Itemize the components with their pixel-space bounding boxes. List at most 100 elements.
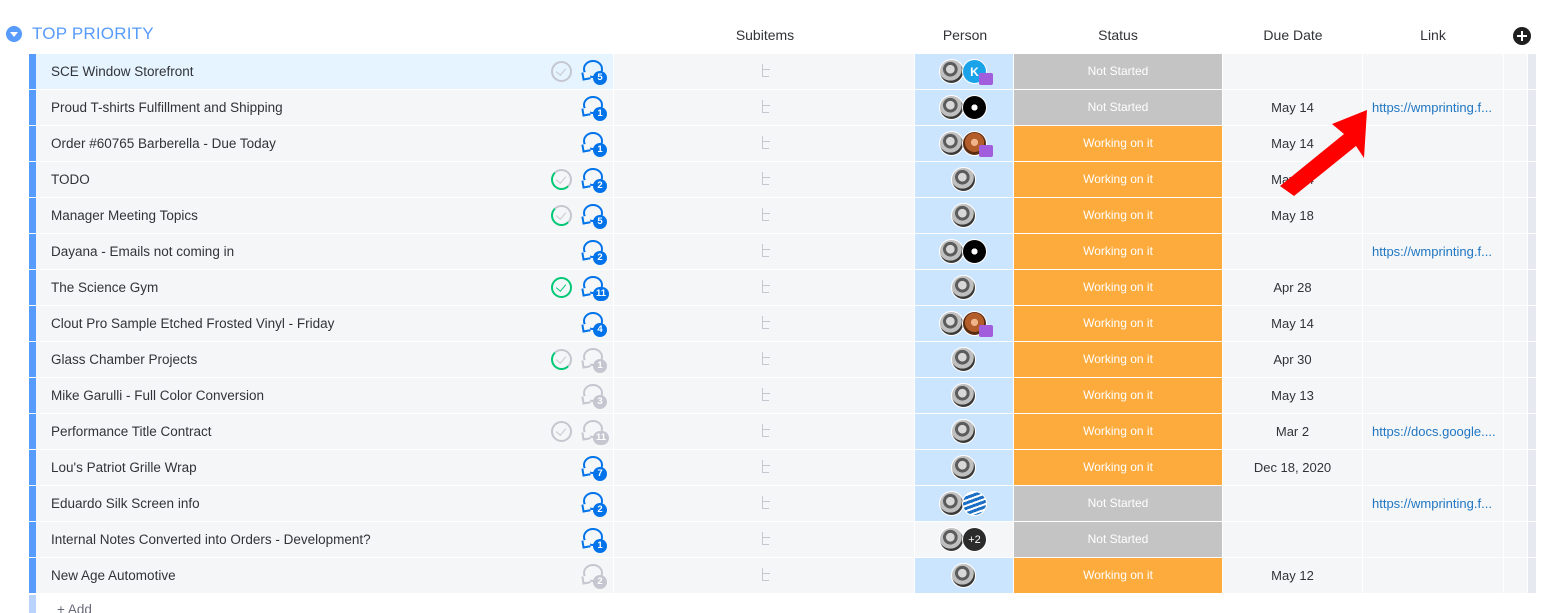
avatar[interactable]: K (962, 59, 987, 84)
subitems-cell[interactable] (614, 54, 914, 89)
item-name[interactable]: Clout Pro Sample Etched Frosted Vinyl - … (51, 316, 335, 331)
empty-cell[interactable] (1504, 234, 1527, 269)
status-cell[interactable]: Not Started (1014, 486, 1222, 521)
item-name[interactable]: Order #60765 Barberella - Due Today (51, 136, 276, 151)
avatar[interactable] (939, 311, 964, 336)
item-name[interactable]: Dayana - Emails not coming in (51, 244, 235, 259)
due-date-cell[interactable] (1223, 486, 1362, 521)
updates-button[interactable]: 7 (583, 456, 607, 481)
link-cell[interactable] (1363, 198, 1503, 233)
status-cell[interactable]: Working on it (1014, 378, 1222, 413)
item-name[interactable]: SCE Window Storefront (51, 64, 194, 79)
updates-button[interactable]: 2 (583, 564, 607, 589)
column-header-person[interactable]: Person (942, 27, 988, 43)
item-name-cell[interactable]: Mike Garulli - Full Color Conversion 3 (36, 378, 613, 413)
table-row[interactable]: Dayana - Emails not coming in 2 Working on… (29, 234, 1554, 270)
status-cell[interactable]: Working on it (1014, 198, 1222, 233)
empty-cell[interactable] (1504, 198, 1527, 233)
updates-button[interactable]: 1 (583, 132, 607, 157)
due-date-cell[interactable]: May 14 (1223, 90, 1362, 125)
status-cell[interactable]: Working on it (1014, 414, 1222, 449)
item-name[interactable]: New Age Automotive (51, 568, 176, 583)
person-cell[interactable] (915, 234, 1013, 269)
subitems-tree-icon[interactable] (760, 352, 772, 366)
item-name[interactable]: TODO (51, 172, 90, 187)
column-header-subitems[interactable]: Subitems (735, 27, 795, 43)
avatar[interactable] (951, 419, 976, 444)
item-name-cell[interactable]: Eduardo Silk Screen info 2 (36, 486, 613, 521)
table-row[interactable]: Clout Pro Sample Etched Frosted Vinyl - … (29, 306, 1554, 342)
subitems-cell[interactable] (614, 162, 914, 197)
subitems-cell[interactable] (614, 342, 914, 377)
table-row[interactable]: Glass Chamber Projects 1 Working on it Apr … (29, 342, 1554, 378)
column-header-due-date[interactable]: Due Date (1263, 27, 1323, 43)
updates-button[interactable]: 4 (583, 312, 607, 337)
status-cell[interactable]: Working on it (1014, 306, 1222, 341)
subitems-cell[interactable] (614, 450, 914, 485)
status-cell[interactable]: Working on it (1014, 450, 1222, 485)
empty-cell[interactable] (1504, 414, 1527, 449)
subitems-tree-icon[interactable] (760, 136, 772, 150)
due-date-cell[interactable]: Mar 2 (1223, 414, 1362, 449)
link-cell[interactable] (1363, 126, 1503, 161)
status-cell[interactable]: Working on it (1014, 162, 1222, 197)
avatar[interactable] (939, 131, 964, 156)
empty-cell[interactable] (1504, 450, 1527, 485)
item-name-cell[interactable]: Order #60765 Barberella - Due Today 1 (36, 126, 613, 161)
subitems-tree-icon[interactable] (760, 100, 772, 114)
subitems-tree-icon[interactable] (760, 532, 772, 546)
link-cell[interactable] (1363, 54, 1503, 89)
avatar[interactable] (951, 275, 976, 300)
avatar[interactable] (951, 455, 976, 480)
subitems-tree-icon[interactable] (760, 208, 772, 222)
updates-button[interactable]: 1 (583, 96, 607, 121)
due-date-cell[interactable]: May 13 (1223, 378, 1362, 413)
link-cell[interactable]: https://wmprinting.f... (1363, 90, 1503, 125)
due-date-cell[interactable] (1223, 54, 1362, 89)
empty-cell[interactable] (1504, 306, 1527, 341)
empty-cell[interactable] (1504, 54, 1527, 89)
link-cell[interactable] (1363, 270, 1503, 305)
item-name-cell[interactable]: Dayana - Emails not coming in 2 (36, 234, 613, 269)
item-name[interactable]: The Science Gym (51, 280, 159, 295)
avatar[interactable] (939, 95, 964, 120)
avatar[interactable] (939, 59, 964, 84)
subitems-tree-icon[interactable] (760, 64, 772, 78)
person-cell[interactable] (915, 270, 1013, 305)
table-row[interactable]: New Age Automotive 2 Working on it May 12 (29, 558, 1554, 594)
add-column-icon[interactable] (1513, 27, 1531, 45)
due-date-cell[interactable]: May 18 (1223, 198, 1362, 233)
avatar[interactable] (939, 239, 964, 264)
link-cell[interactable] (1363, 558, 1503, 593)
updates-button[interactable]: 11 (583, 276, 610, 301)
table-row[interactable]: Lou's Patriot Grille Wrap 7 Working on it D… (29, 450, 1554, 486)
subitems-tree-icon[interactable] (760, 424, 772, 438)
status-cell[interactable]: Working on it (1014, 342, 1222, 377)
subitems-cell[interactable] (614, 234, 914, 269)
due-date-cell[interactable]: May 12 (1223, 558, 1362, 593)
updates-button[interactable]: 5 (583, 60, 607, 85)
status-cell[interactable]: Working on it (1014, 558, 1222, 593)
item-name[interactable]: Mike Garulli - Full Color Conversion (51, 388, 265, 403)
updates-button[interactable]: 1 (583, 528, 607, 553)
link-cell[interactable]: https://wmprinting.f... (1363, 234, 1503, 269)
person-cell[interactable]: +2 (915, 522, 1013, 557)
due-date-cell[interactable]: Dec 18, 2020 (1223, 450, 1362, 485)
updates-button[interactable]: 2 (583, 492, 607, 517)
subitems-tree-icon[interactable] (760, 460, 772, 474)
person-cell[interactable] (915, 198, 1013, 233)
due-date-cell[interactable] (1223, 234, 1362, 269)
check-circle-icon[interactable] (551, 277, 572, 298)
check-circle-icon[interactable] (551, 205, 572, 226)
due-date-cell[interactable]: Apr 28 (1223, 270, 1362, 305)
due-date-cell[interactable] (1223, 522, 1362, 557)
updates-button[interactable]: 11 (583, 420, 610, 445)
status-cell[interactable]: Working on it (1014, 234, 1222, 269)
table-row[interactable]: Performance Title Contract 11 Working on i… (29, 414, 1554, 450)
subitems-cell[interactable] (614, 270, 914, 305)
subitems-cell[interactable] (614, 90, 914, 125)
item-name-cell[interactable]: The Science Gym 11 (36, 270, 613, 305)
group-title[interactable]: TOP PRIORITY (32, 24, 154, 43)
item-name[interactable]: Glass Chamber Projects (51, 352, 198, 367)
avatar[interactable] (962, 491, 987, 516)
